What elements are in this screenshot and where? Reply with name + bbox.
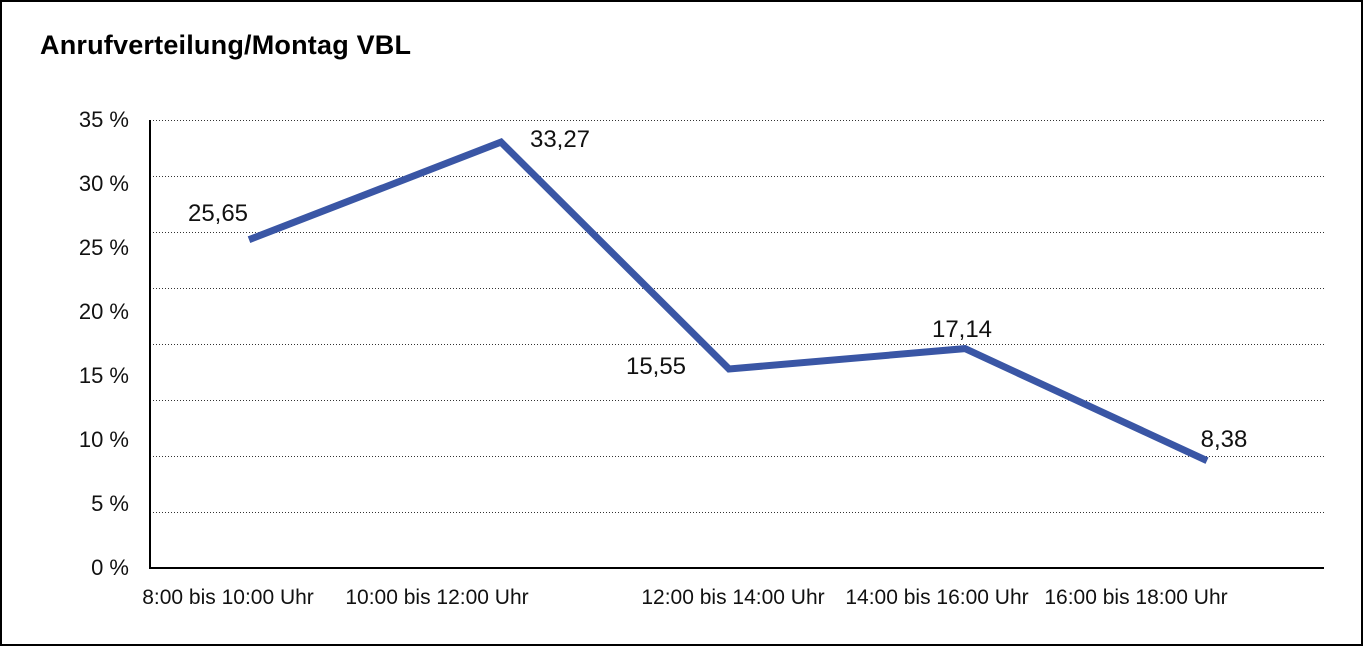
y-tick-label: 25 % [78, 235, 129, 260]
data-point-label: 8,38 [1200, 426, 1248, 453]
data-point-label: 15,55 [625, 353, 687, 380]
x-category-label: 8:00 bis 10:00 Uhr [142, 586, 314, 609]
y-tick-label: 0 % [91, 555, 129, 580]
series-line [247, 138, 1209, 464]
y-tick-label: 5 % [91, 491, 129, 516]
chart-title: Anrufverteilung/Montag VBL [40, 30, 412, 60]
y-tick-label: 15 % [78, 363, 129, 388]
data-point-label: 25,65 [187, 200, 249, 227]
x-category-label: 10:00 bis 12:00 Uhr [345, 586, 529, 609]
y-tick-label: 10 % [78, 427, 129, 452]
x-category-label: 14:00 bis 16:00 Uhr [845, 586, 1029, 609]
y-tick-label: 30 % [78, 171, 129, 196]
data-point-label: 33,27 [529, 126, 591, 153]
data-point-label: 17,14 [931, 316, 993, 343]
x-category-label: 12:00 bis 14:00 Uhr [641, 586, 825, 609]
y-tick-label: 20 % [78, 299, 129, 324]
x-category-label: 16:00 bis 18:00 Uhr [1044, 586, 1228, 609]
y-tick-label: 35 % [78, 107, 129, 132]
